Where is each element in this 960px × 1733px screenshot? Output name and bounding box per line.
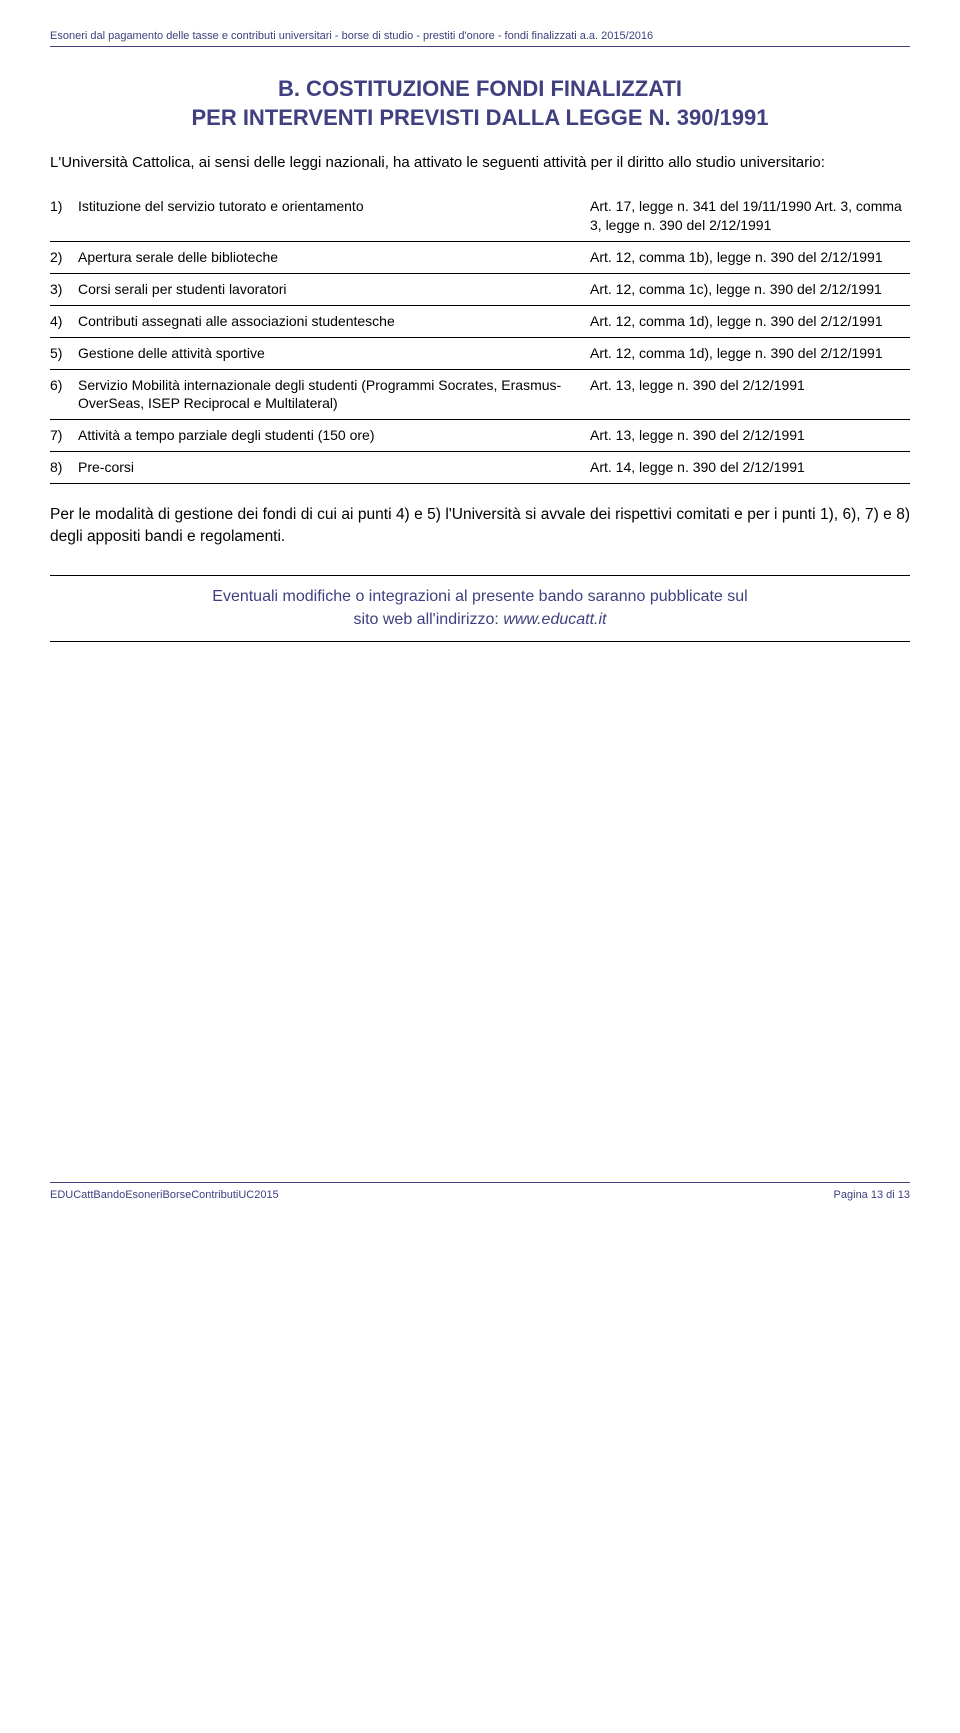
notice-box: Eventuali modifiche o integrazioni al pr… (50, 575, 910, 642)
row-desc: Gestione delle attività sportive (78, 337, 590, 369)
row-ref: Art. 13, legge n. 390 del 2/12/1991 (590, 420, 910, 452)
row-ref: Art. 12, comma 1b), legge n. 390 del 2/1… (590, 241, 910, 273)
row-ref: Art. 13, legge n. 390 del 2/12/1991 (590, 369, 910, 420)
table-row: 1) Istituzione del servizio tutorato e o… (50, 191, 910, 241)
row-ref: Art. 12, comma 1c), legge n. 390 del 2/1… (590, 273, 910, 305)
table-row: 4) Contributi assegnati alle associazion… (50, 305, 910, 337)
title-block: B. COSTITUZIONE FONDI FINALIZZATI PER IN… (50, 75, 910, 132)
page-footer: EDUCattBandoEsoneriBorseContributiUC2015… (50, 1182, 910, 1201)
row-num: 3) (50, 273, 78, 305)
row-num: 4) (50, 305, 78, 337)
row-ref: Art. 17, legge n. 341 del 19/11/1990 Art… (590, 191, 910, 241)
summary-paragraph: Per le modalità di gestione dei fondi di… (50, 504, 910, 547)
notice-url: www.educatt.it (503, 611, 606, 628)
table-row: 3) Corsi serali per studenti lavoratori … (50, 273, 910, 305)
row-desc: Pre-corsi (78, 452, 590, 484)
row-desc: Servizio Mobilità internazionale degli s… (78, 369, 590, 420)
row-num: 6) (50, 369, 78, 420)
footer-left: EDUCattBandoEsoneriBorseContributiUC2015 (50, 1189, 279, 1201)
table-row: 2) Apertura serale delle biblioteche Art… (50, 241, 910, 273)
table-row: 8) Pre-corsi Art. 14, legge n. 390 del 2… (50, 452, 910, 484)
row-num: 1) (50, 191, 78, 241)
row-desc: Contributi assegnati alle associazioni s… (78, 305, 590, 337)
table-row: 5) Gestione delle attività sportive Art.… (50, 337, 910, 369)
footer-right: Pagina 13 di 13 (834, 1189, 910, 1201)
row-num: 8) (50, 452, 78, 484)
intro-paragraph: L'Università Cattolica, ai sensi delle l… (50, 152, 910, 173)
document-page: Esoneri dal pagamento delle tasse e cont… (0, 0, 960, 1241)
title-line-1: B. COSTITUZIONE FONDI FINALIZZATI (50, 75, 910, 104)
notice-line-1: Eventuali modifiche o integrazioni al pr… (212, 588, 747, 605)
fondi-table: 1) Istituzione del servizio tutorato e o… (50, 191, 910, 484)
table-row: 7) Attività a tempo parziale degli stude… (50, 420, 910, 452)
row-desc: Apertura serale delle biblioteche (78, 241, 590, 273)
row-desc: Attività a tempo parziale degli studenti… (78, 420, 590, 452)
row-ref: Art. 12, comma 1d), legge n. 390 del 2/1… (590, 305, 910, 337)
row-desc: Corsi serali per studenti lavoratori (78, 273, 590, 305)
title-line-2: PER INTERVENTI PREVISTI DALLA LEGGE N. 3… (50, 104, 910, 133)
row-ref: Art. 14, legge n. 390 del 2/12/1991 (590, 452, 910, 484)
row-ref: Art. 12, comma 1d), legge n. 390 del 2/1… (590, 337, 910, 369)
notice-line-2-pre: sito web all'indirizzo: (354, 611, 504, 628)
row-num: 2) (50, 241, 78, 273)
row-num: 5) (50, 337, 78, 369)
row-desc: Istituzione del servizio tutorato e orie… (78, 191, 590, 241)
page-header: Esoneri dal pagamento delle tasse e cont… (50, 30, 910, 47)
table-row: 6) Servizio Mobilità internazionale degl… (50, 369, 910, 420)
row-num: 7) (50, 420, 78, 452)
